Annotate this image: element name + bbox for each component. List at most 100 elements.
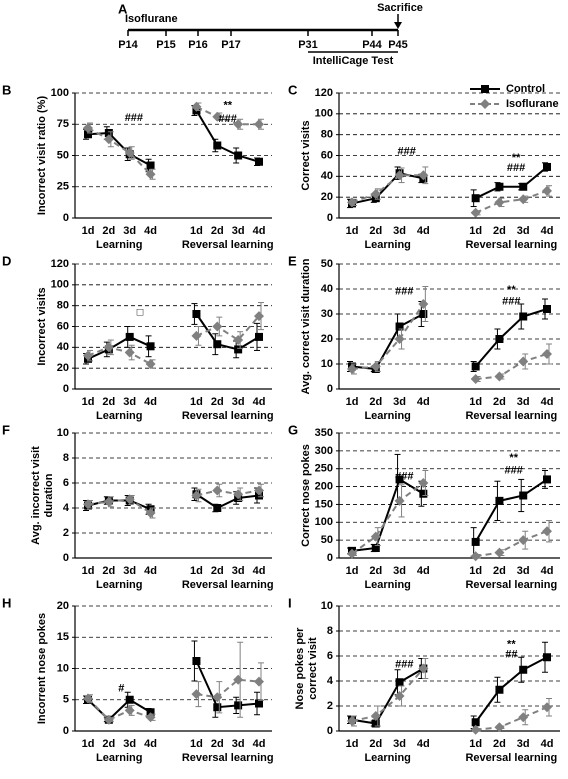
marker <box>145 169 156 180</box>
marker <box>83 123 93 133</box>
x-tick-label: 2d <box>369 225 382 237</box>
x-tick-label: 2d <box>102 396 115 408</box>
series-line <box>87 346 152 365</box>
x-tick-label: 1d <box>190 225 203 237</box>
series-line <box>351 313 424 371</box>
x-tick-label: 3d <box>517 225 530 237</box>
marker <box>542 702 552 713</box>
marker <box>125 332 134 341</box>
marker <box>370 189 381 200</box>
x-tick-label: 1d <box>469 396 482 408</box>
panel-label: G <box>288 422 298 437</box>
x-tick-label: 3d <box>393 225 406 237</box>
y-tick-label: 10 <box>57 662 69 674</box>
y-tick-label: 20 <box>321 191 333 203</box>
marker <box>471 362 480 371</box>
x-tick-label: 2d <box>211 738 224 750</box>
y-tick-label: 15 <box>57 631 69 643</box>
x-tick-label: 1d <box>190 738 203 750</box>
annotation: ### <box>125 112 143 124</box>
x-tick-label: 3d <box>517 396 530 408</box>
legend-label: Control <box>506 83 545 95</box>
y-tick-label: 25 <box>57 181 69 193</box>
marker <box>495 496 504 505</box>
marker <box>83 350 93 361</box>
marker <box>103 496 114 507</box>
y-tick-label: 2 <box>63 527 69 539</box>
series-line <box>351 477 424 552</box>
x-tick-label: 4d <box>253 565 266 577</box>
timeline-tick-label: P14 <box>118 39 138 51</box>
x-tick-label: 2d <box>493 565 506 577</box>
x-tick-label: 2d <box>102 738 115 750</box>
marker <box>494 371 505 382</box>
marker <box>394 334 405 344</box>
x-tick-label: 3d <box>123 738 136 750</box>
marker <box>191 689 202 700</box>
marker <box>254 311 264 322</box>
series-line <box>87 131 152 167</box>
y-tick-label: 120 <box>51 258 69 270</box>
x-tick-label: 3d <box>232 565 245 577</box>
marker <box>347 197 357 208</box>
x-tick-label: 4d <box>144 225 157 237</box>
x-tick-label: 2d <box>493 396 506 408</box>
marker <box>470 551 481 562</box>
panel: I 0 2 4 6 8 10 Nose pokes per correct visit 1d 2d 3… <box>288 595 560 764</box>
marker <box>234 345 243 354</box>
x-tick-label: 3d <box>123 565 136 577</box>
series-line <box>87 698 152 722</box>
series-line <box>475 166 548 200</box>
y-tick-label: 6 <box>63 477 69 489</box>
panel-label: A <box>118 1 128 16</box>
marker <box>519 665 528 674</box>
marker <box>145 359 156 369</box>
annotation: ** <box>507 284 516 296</box>
marker <box>124 148 135 158</box>
y-tick-label: 5 <box>63 694 69 706</box>
marker <box>543 475 551 484</box>
x-tick-label: 1d <box>82 738 95 750</box>
y-axis-label: Avg. correct visit duration <box>300 258 312 394</box>
marker <box>519 182 528 191</box>
series-line <box>196 105 259 126</box>
timeline-tick-label: P44 <box>362 39 382 51</box>
y-tick-label: 10 <box>57 427 69 439</box>
x-tick-label: 3d <box>393 565 406 577</box>
panel: C 0 20 40 60 80 100 120 Correct visits 1d 2d 3d 4d 1d… <box>288 82 560 251</box>
group-label: Learning <box>96 579 142 591</box>
marker <box>125 695 134 704</box>
series-line <box>475 353 548 380</box>
y-tick-label: 4 <box>63 502 70 514</box>
panel-label: C <box>288 82 298 97</box>
x-tick-label: 4d <box>417 565 430 577</box>
marker <box>494 722 505 733</box>
x-tick-label: 4d <box>541 396 554 408</box>
group-label: Reversal learning <box>465 752 557 764</box>
marker <box>371 544 380 552</box>
marker <box>347 548 357 559</box>
x-tick-label: 1d <box>82 225 95 237</box>
x-tick-label: 1d <box>469 565 482 577</box>
series-line <box>87 335 151 360</box>
y-tick-label: 8 <box>327 625 333 637</box>
y-tick-label: 10 <box>321 358 333 370</box>
x-tick-label: 4d <box>417 396 430 408</box>
marker <box>255 332 263 341</box>
y-tick-label: 40 <box>57 341 69 353</box>
annotation: ### <box>505 464 523 476</box>
y-tick-label: 0 <box>327 212 333 224</box>
y-tick-label: 0 <box>63 212 69 224</box>
marker <box>255 157 263 166</box>
y-tick-label: 50 <box>57 149 69 161</box>
series-line <box>474 478 548 543</box>
y-tick-label: 0 <box>63 725 69 737</box>
marker <box>418 299 429 309</box>
x-tick-label: 4d <box>253 225 266 237</box>
timeline-end: Sacrifice <box>377 2 423 14</box>
marker <box>145 508 156 518</box>
y-tick-label: 120 <box>315 87 333 99</box>
y-tick-label: 0 <box>327 383 333 395</box>
marker <box>255 699 263 708</box>
marker <box>542 185 552 196</box>
